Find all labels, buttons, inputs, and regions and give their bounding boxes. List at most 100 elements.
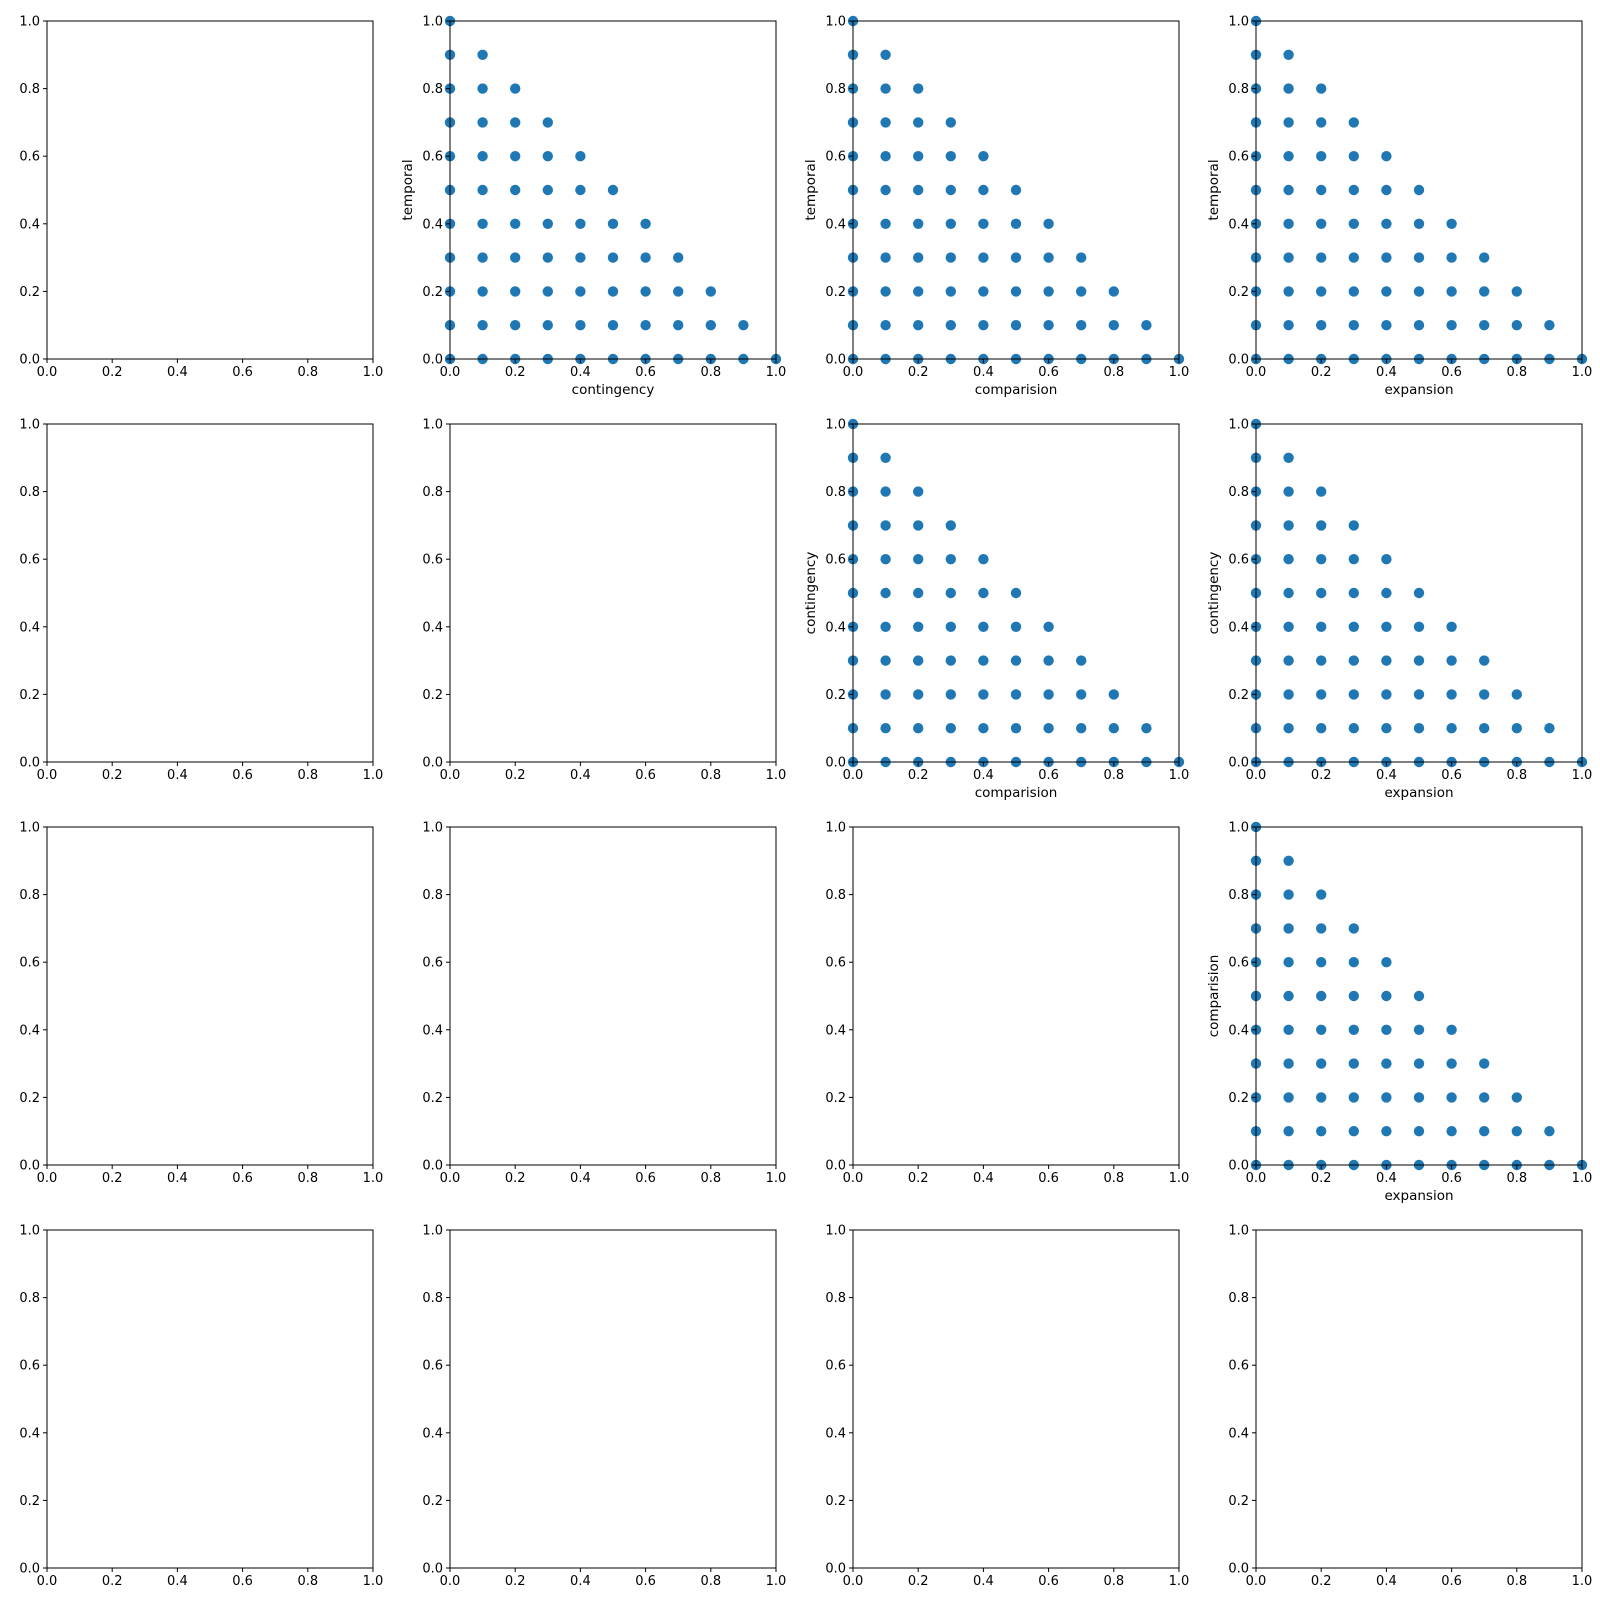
scatter-point [575,286,586,297]
x-tick-label: 0.6 [232,365,253,380]
scatter-point [1316,151,1327,162]
y-tick-label: 0.0 [825,1562,846,1577]
y-tick-label: 0.4 [19,1023,40,1038]
scatter-point [1283,1126,1294,1137]
scatter-point [1511,1126,1523,1137]
x-tick-label: 0.4 [1376,1171,1397,1186]
scatter-point [607,184,619,196]
y-tick-label: 0.2 [19,1494,40,1509]
y-tick-label: 1.0 [1228,15,1249,30]
scatter-point [1316,587,1327,599]
plot-area [47,424,373,762]
scatter-point [607,286,619,297]
x-tick-label: 0.6 [232,1574,253,1589]
y-axis-label: temporal [400,159,416,220]
x-axis-label: expansion [1384,382,1453,398]
x-tick-label: 0.4 [570,1171,591,1186]
scatter-point [1381,689,1392,700]
x-tick-label: 0.8 [297,1171,318,1186]
axes-frame [46,423,374,763]
y-tick-label: 0.0 [19,353,40,368]
scatter-point [1479,655,1490,666]
scatter-point [1283,184,1294,196]
scatter-point [1043,723,1054,734]
subplot-r3-c2: 0.00.0 0.2 0.2 0.4 0.4 0.6 0.6 0.8 0.8 1.0 1.0 [825,1224,1189,1590]
x-tick-label: 0.6 [1038,365,1059,380]
axes-frame [1255,1229,1583,1569]
y-tick-label: 0.0 [1228,353,1249,368]
scatter-point [1283,151,1294,162]
plot-area [47,21,373,359]
scatter-point [880,218,891,229]
scatter-point [1348,252,1360,263]
x-tick-label: 0.2 [1311,365,1332,380]
scatter-point [1283,990,1294,1002]
x-tick-label: 0.2 [505,365,526,380]
y-tick-label: 0.6 [19,553,40,568]
scatter-point [575,218,586,229]
x-tick-label: 0.4 [973,1171,994,1186]
scatter-point [1283,689,1294,700]
scatter-point [1283,117,1294,128]
scatter-point [880,587,891,599]
x-tick-label: 1.0 [1572,1574,1593,1589]
x-tick-label: 0.8 [1103,1574,1124,1589]
scatter-points [847,418,1185,768]
scatter-point [542,218,553,229]
y-tick-label: 0.8 [19,888,40,903]
scatter-point [542,286,553,297]
axes-frame [46,20,374,360]
y-tick-label: 0.6 [825,956,846,971]
x-tick-label: 1.0 [363,1171,384,1186]
scatter-point [1108,320,1120,331]
y-tick-label: 1.0 [422,15,443,30]
scatter-point [880,49,891,60]
scatter-point [1348,990,1360,1002]
y-tick-label: 0.2 [825,285,846,300]
scatter-point [978,689,989,700]
scatter-point [1413,218,1425,229]
scatter-point [1348,689,1360,700]
scatter-point [477,151,488,162]
scatter-point [673,286,684,297]
y-tick-label: 0.2 [1228,285,1249,300]
scatter-point [1010,286,1022,297]
y-tick-label: 0.2 [1228,1091,1249,1106]
y-axis-label: contingency [803,552,819,635]
scatter-point [575,320,586,331]
plot-area [1256,1230,1582,1568]
scatter-point [705,286,716,297]
y-tick-label: 1.0 [825,15,846,30]
scatter-point [880,252,891,263]
scatter-point [1283,1092,1294,1103]
scatter-point [945,252,956,263]
x-tick-label: 0.4 [973,365,994,380]
x-tick-label: 0.0 [843,768,864,783]
x-tick-label: 0.0 [37,365,58,380]
scatter-point [1283,855,1294,866]
scatter-point [1381,587,1392,599]
y-tick-label: 0.4 [422,217,443,232]
scatter-point [1479,320,1490,331]
scatter-point [913,486,924,497]
scatter-point [1381,957,1392,968]
scatter-point [1381,1024,1392,1036]
plot-area [47,827,373,1165]
x-tick-label: 0.2 [1311,1171,1332,1186]
scatter-point [1283,452,1294,463]
x-tick-label: 0.0 [1246,768,1267,783]
y-tick-label: 0.8 [1228,888,1249,903]
y-tick-label: 0.4 [422,1023,443,1038]
scatter-point [978,554,989,565]
x-tick-label: 0.4 [1376,365,1397,380]
scatter-point [510,117,521,128]
scatter-point [1283,49,1294,60]
subplot-r0-c1: 0.00.0 0.2 0.2 0.4 0.4 0.6 0.6 0.8 0.8 1.0 1.0 cont… [400,15,786,399]
scatter-point [1413,1092,1425,1103]
scatter-point [1076,655,1087,666]
y-tick-label: 0.0 [422,353,443,368]
scatter-point [978,286,989,297]
scatter-point [575,151,586,162]
scatter-point [945,286,956,297]
y-tick-label: 1.0 [1228,821,1249,836]
